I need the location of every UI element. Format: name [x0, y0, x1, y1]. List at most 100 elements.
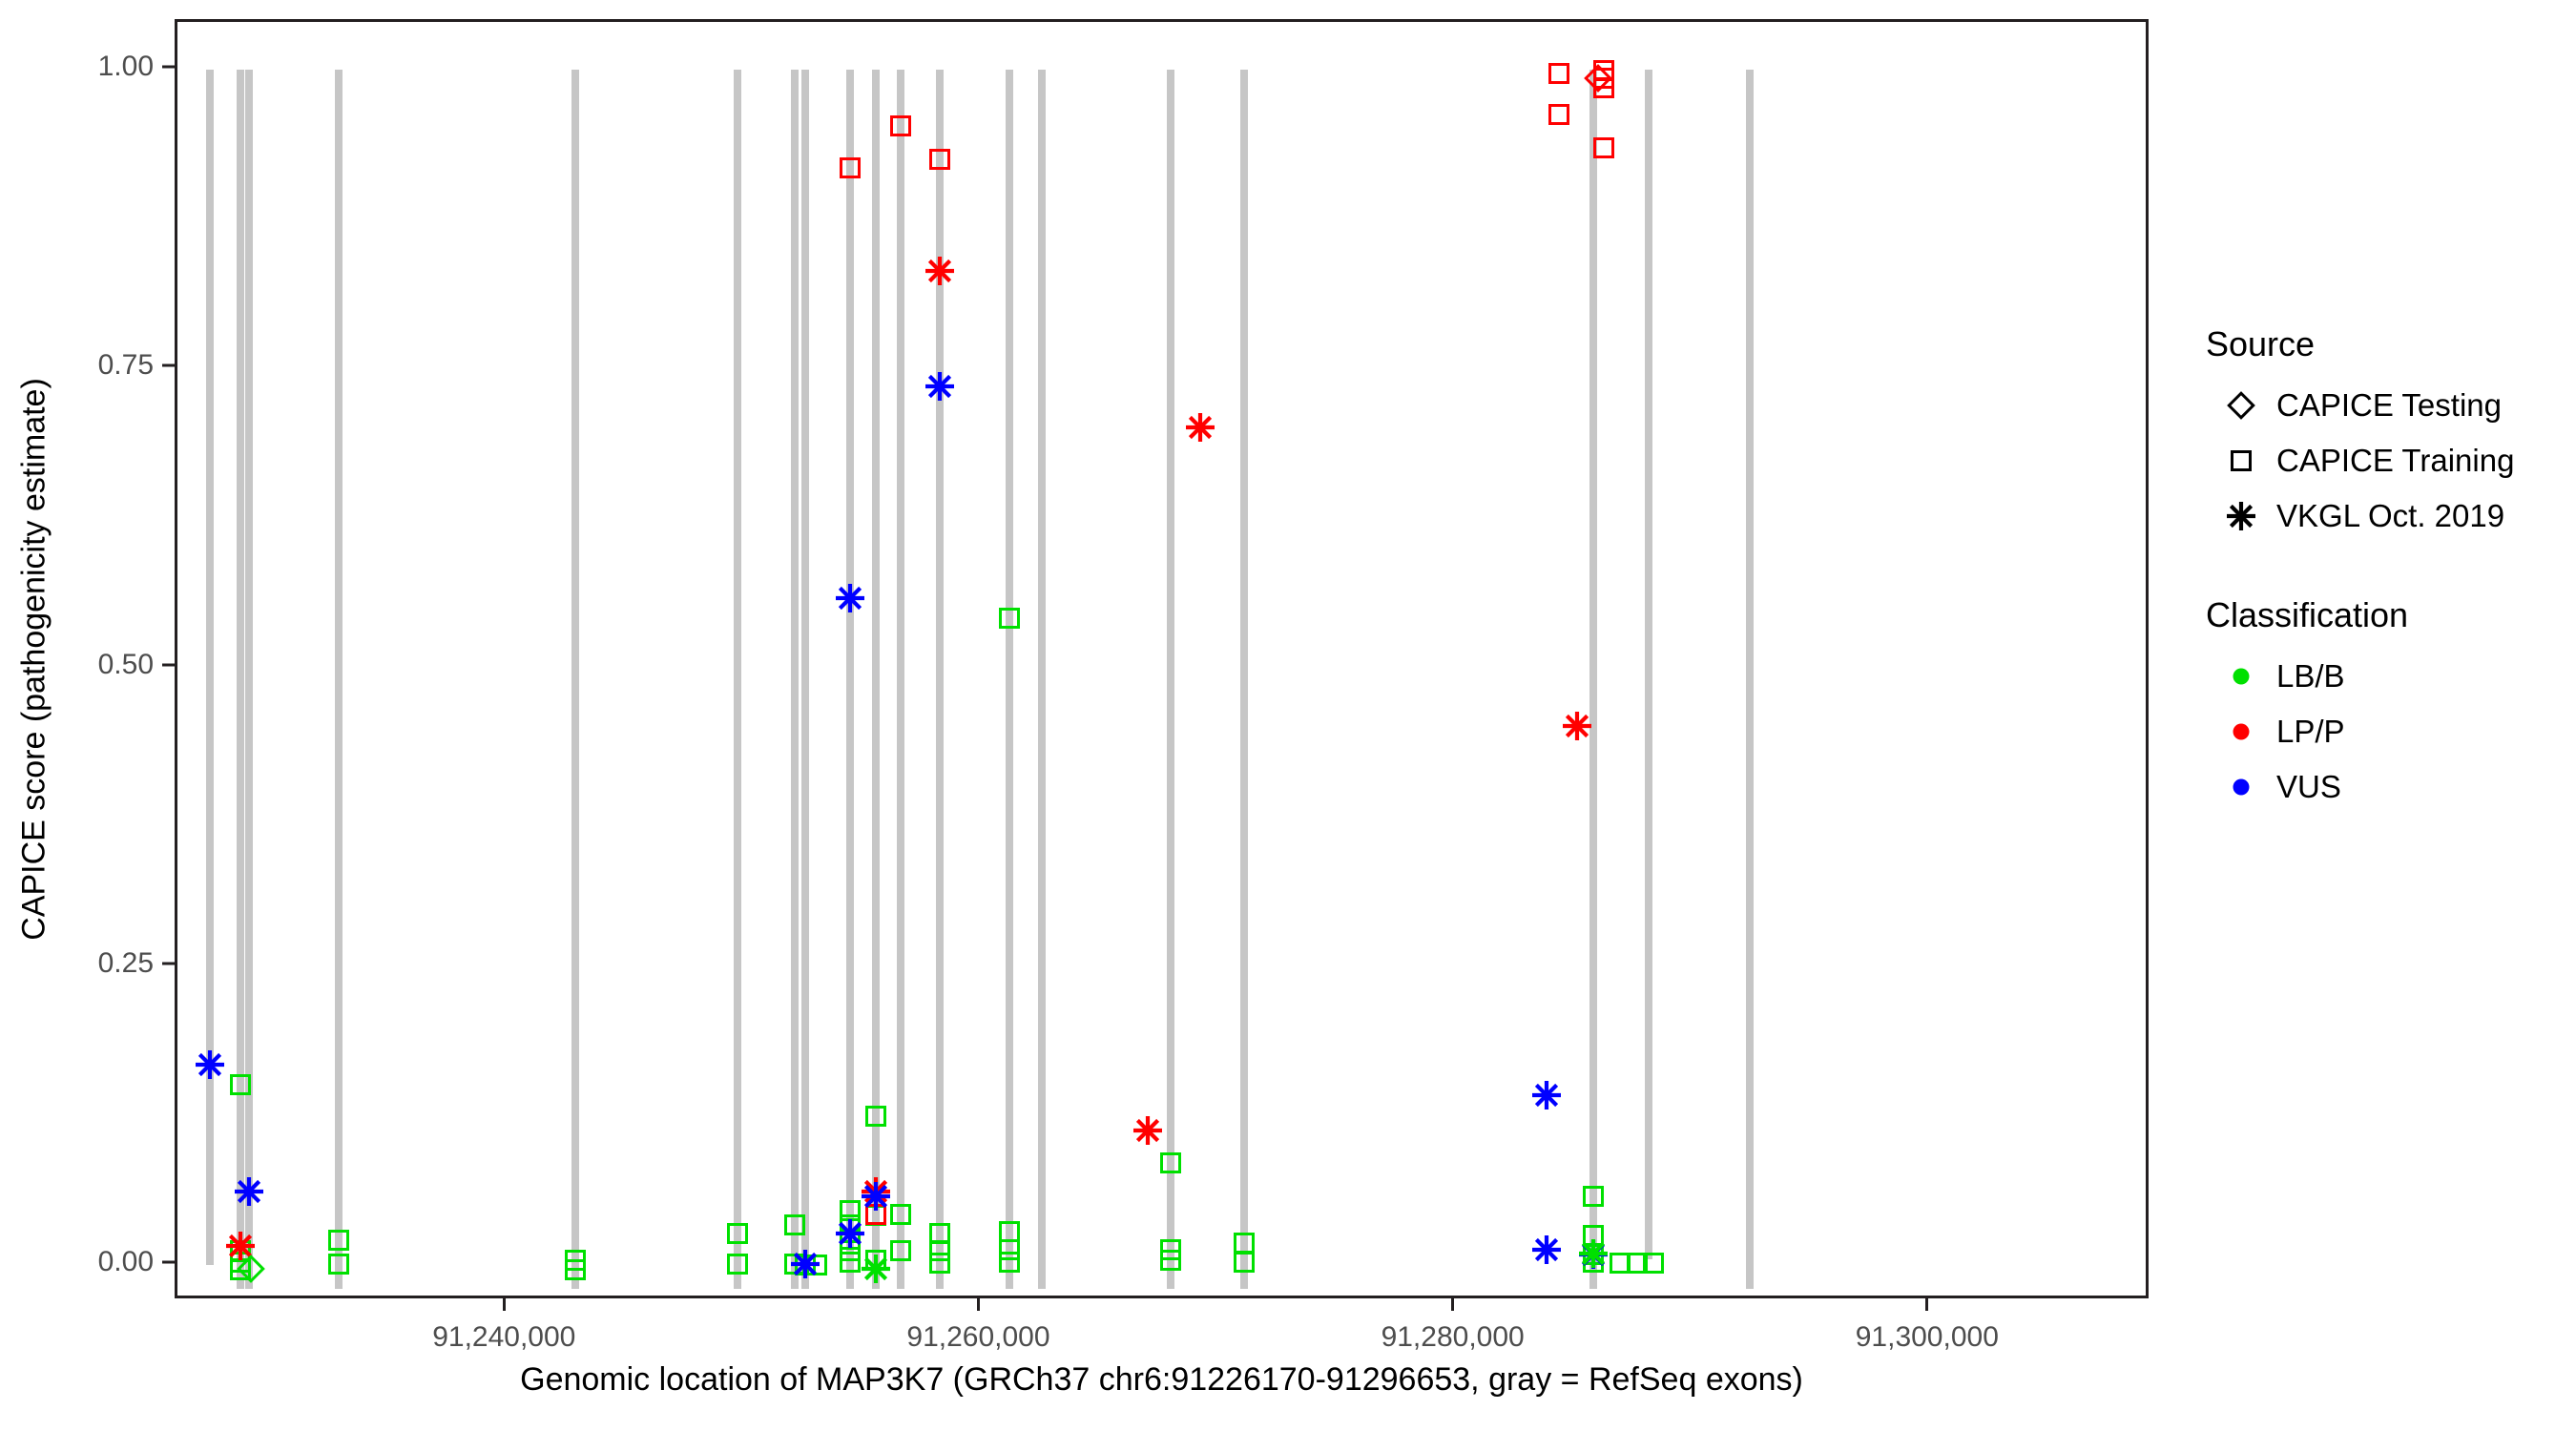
y-axis-label: CAPICE score (pathogenicity estimate) [15, 377, 52, 941]
data-point-square [327, 1230, 349, 1252]
data-point-square [998, 1251, 1020, 1273]
data-point-square [840, 1251, 862, 1273]
data-point-square [1159, 1250, 1181, 1272]
legend-source-item[interactable]: CAPICE Training [2206, 433, 2568, 488]
data-point-star [1132, 1114, 1164, 1147]
legend: Source CAPICE Testing CAPICE Training VKGL… [2206, 324, 2568, 815]
exon-bar [1589, 70, 1597, 1290]
exon-bar [734, 70, 742, 1290]
data-point-star [233, 1175, 265, 1208]
y-axis-tick-label: 1.00 [97, 51, 154, 83]
exon-bar [897, 70, 905, 1290]
data-point-star [1184, 411, 1216, 444]
exon-bar [1166, 70, 1174, 1290]
legend-classification-item[interactable]: LP/P [2206, 704, 2568, 759]
y-axis-tick-mark [162, 1260, 175, 1264]
legend-source-label: VKGL Oct. 2019 [2276, 498, 2505, 533]
legend-source-square-icon [2231, 450, 2252, 471]
exon-bar [236, 70, 244, 1290]
x-axis-tick-mark [1925, 1298, 1929, 1311]
data-point-square [840, 156, 862, 178]
exon-bar [800, 70, 809, 1290]
data-point-star [860, 1253, 892, 1285]
exon-bar [571, 70, 579, 1290]
data-point-square [1582, 1185, 1604, 1207]
legend-classification-circle-icon [2233, 723, 2250, 740]
data-point-star [1577, 1237, 1610, 1270]
legend-group-classification: LB/B LP/P VUS [2206, 649, 2568, 815]
x-axis-tick-label: 91,240,000 [432, 1321, 576, 1353]
data-point-square [1234, 1232, 1256, 1254]
data-point-square [1159, 1151, 1181, 1173]
legend-group-source: CAPICE Testing CAPICE Training VKGL Oct. 2… [2206, 378, 2568, 544]
legend-title-source: Source [2206, 324, 2316, 363]
y-axis-tick-label: 0.50 [97, 648, 154, 680]
x-axis-tick-mark [1451, 1298, 1455, 1311]
legend-source-key [2206, 433, 2276, 488]
data-point-square [229, 1074, 251, 1096]
legend-source-item[interactable]: CAPICE Testing [2206, 378, 2568, 433]
data-point-square [890, 115, 912, 137]
data-point-star [924, 370, 956, 403]
data-point-square [928, 149, 950, 171]
data-point-square [928, 1252, 950, 1274]
legend-classification-item[interactable]: VUS [2206, 759, 2568, 815]
y-axis-tick-mark [162, 663, 175, 667]
data-point-star [1530, 1234, 1563, 1266]
data-point-square [727, 1222, 749, 1244]
legend-source-key [2206, 378, 2276, 433]
data-point-square [998, 1239, 1020, 1261]
plot-panel [175, 19, 2149, 1298]
data-point-star [1530, 1079, 1563, 1111]
data-point-square [928, 1240, 950, 1262]
y-axis-tick-label: 0.75 [97, 349, 154, 382]
data-point-star [834, 582, 866, 614]
exon-bar [1005, 70, 1013, 1290]
legend-title-classification: Classification [2206, 595, 2409, 634]
x-axis-tick-label: 91,280,000 [1381, 1321, 1525, 1353]
data-point-square [1626, 1252, 1648, 1274]
legend-classification-item[interactable]: LB/B [2206, 649, 2568, 704]
data-point-square [564, 1259, 586, 1281]
y-axis-tick-label: 0.25 [97, 947, 154, 980]
x-axis-label: Genomic location of MAP3K7 (GRCh37 chr6:… [520, 1361, 1803, 1398]
legend-classification-key [2206, 759, 2276, 815]
data-point-square [890, 1203, 912, 1225]
x-axis-tick-label: 91,260,000 [906, 1321, 1050, 1353]
legend-classification-key [2206, 649, 2276, 704]
legend-classification-circle-icon [2233, 668, 2250, 685]
legend-source-star-icon [2225, 500, 2257, 532]
y-axis-tick-label: 0.00 [97, 1246, 154, 1278]
data-point-square [783, 1213, 805, 1235]
legend-classification-circle-icon [2233, 778, 2250, 796]
data-point-square [1548, 62, 1569, 84]
x-axis-tick-label: 91,300,000 [1855, 1321, 1999, 1353]
exon-bar [205, 70, 214, 1266]
exon-bar [1037, 70, 1046, 1290]
data-point-star [194, 1048, 226, 1081]
data-point-star [224, 1230, 257, 1262]
data-point-square [1548, 103, 1569, 125]
legend-classification-label: VUS [2276, 769, 2341, 804]
plot-area [177, 22, 2146, 1296]
data-point-star [860, 1180, 892, 1213]
legend-classification-key [2206, 704, 2276, 759]
data-point-square [727, 1254, 749, 1275]
data-point-square [1610, 1252, 1631, 1274]
exon-bar [1644, 70, 1652, 1260]
y-axis-tick-mark [162, 363, 175, 367]
data-point-star [924, 255, 956, 287]
data-point-square [865, 1105, 887, 1127]
y-axis-tick-mark [162, 962, 175, 965]
data-point-square [1234, 1251, 1256, 1273]
legend-source-item[interactable]: VKGL Oct. 2019 [2206, 488, 2568, 544]
legend-source-label: CAPICE Training [2276, 443, 2515, 478]
data-point-star [1561, 710, 1593, 742]
data-point-square [327, 1254, 349, 1275]
legend-spacer [2206, 544, 2568, 595]
exon-bar [846, 70, 855, 1290]
exon-bar [244, 70, 253, 1290]
legend-source-diamond-icon [2227, 391, 2255, 420]
legend-classification-label: LB/B [2276, 658, 2345, 694]
exon-bar [334, 70, 343, 1290]
